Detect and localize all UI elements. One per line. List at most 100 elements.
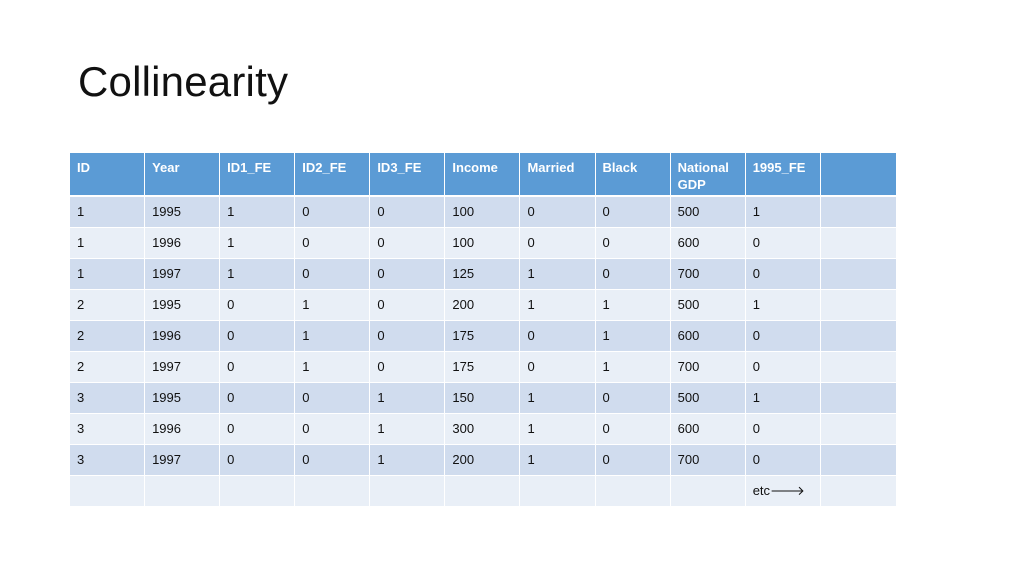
header-id1-fe: ID1_FE: [220, 153, 296, 197]
table-cell: 0: [745, 352, 821, 383]
header-1995-fe: 1995_FE: [745, 153, 821, 197]
table-cell: [820, 414, 896, 445]
table-cell: 0: [370, 259, 446, 290]
table-cell: 2: [70, 352, 146, 383]
table-cell: 0: [520, 228, 596, 259]
table-cell: 600: [670, 321, 746, 352]
table-cell: 1: [70, 197, 146, 228]
table-cell: 0: [370, 197, 446, 228]
header-id3-fe: ID3_FE: [370, 153, 446, 197]
table-row: 2 1996 0 1 0 175 0 1 600 0: [70, 321, 896, 352]
table-cell: [70, 476, 146, 507]
table-row: 2 1995 0 1 0 200 1 1 500 1: [70, 290, 896, 321]
table-cell: 150: [445, 383, 521, 414]
table-cell: 0: [745, 414, 821, 445]
header-national-gdp: National GDP: [670, 153, 746, 197]
header-blank: [820, 153, 896, 197]
table-cell: 700: [670, 259, 746, 290]
table-cell: 1: [295, 352, 371, 383]
table-cell: 0: [220, 290, 296, 321]
table-cell: 500: [670, 197, 746, 228]
table-cell: 1: [595, 352, 671, 383]
table-cell: 0: [745, 228, 821, 259]
table-cell: 1996: [145, 228, 221, 259]
table-cell: 1: [70, 259, 146, 290]
header-married: Married: [520, 153, 596, 197]
table-cell: 1997: [145, 445, 221, 476]
table-cell: 1: [370, 414, 446, 445]
table-cell: 0: [745, 321, 821, 352]
header-id: ID: [70, 153, 146, 197]
table-cell: 1995: [145, 197, 221, 228]
table-cell: [670, 476, 746, 507]
table-cell: 1: [220, 197, 296, 228]
table-cell: etc🡒: [745, 476, 821, 507]
table-cell: 1: [520, 414, 596, 445]
table-cell: [445, 476, 521, 507]
header-income: Income: [445, 153, 521, 197]
table-cell: 500: [670, 383, 746, 414]
table-cell: 3: [70, 383, 146, 414]
table-cell: 1: [745, 290, 821, 321]
table-cell: 0: [745, 445, 821, 476]
table-cell: 1995: [145, 383, 221, 414]
table-cell: 200: [445, 290, 521, 321]
table-cell: 1995: [145, 290, 221, 321]
table-row: 2 1997 0 1 0 175 0 1 700 0: [70, 352, 896, 383]
table-cell: 1: [295, 290, 371, 321]
table-cell: 0: [595, 414, 671, 445]
data-table: ID Year ID1_FE ID2_FE ID3_FE Income Marr…: [70, 153, 896, 507]
table-header: ID Year ID1_FE ID2_FE ID3_FE Income Marr…: [70, 153, 896, 197]
table-row: 3 1997 0 0 1 200 1 0 700 0: [70, 445, 896, 476]
table-cell: [820, 259, 896, 290]
table-cell: [820, 476, 896, 507]
table-cell: [145, 476, 221, 507]
table-row: 3 1996 0 0 1 300 1 0 600 0: [70, 414, 896, 445]
table-cell: 700: [670, 445, 746, 476]
table-cell: 1: [520, 259, 596, 290]
table-cell: 1: [520, 445, 596, 476]
table-cell: 0: [220, 352, 296, 383]
table-row: 1 1996 1 0 0 100 0 0 600 0: [70, 228, 896, 259]
table-cell: 0: [370, 352, 446, 383]
table-cell: 1: [745, 383, 821, 414]
table-cell: 1: [370, 445, 446, 476]
table-cell: 175: [445, 321, 521, 352]
table-cell: 0: [295, 228, 371, 259]
table-cell: 300: [445, 414, 521, 445]
table-body: 1 1995 1 0 0 100 0 0 500 1 1 1996 1 0 0 100 0 0 600 0 1 1997 1…: [70, 197, 896, 507]
table-cell: 0: [220, 383, 296, 414]
table-cell: 100: [445, 228, 521, 259]
table-cell: [220, 476, 296, 507]
table-cell: 0: [370, 321, 446, 352]
table-cell: [820, 445, 896, 476]
table-cell: 0: [220, 321, 296, 352]
table-cell: [820, 321, 896, 352]
table-cell: [820, 290, 896, 321]
table-cell: 0: [595, 383, 671, 414]
table-cell: [820, 197, 896, 228]
table-cell: 1: [70, 228, 146, 259]
table-cell: 0: [295, 414, 371, 445]
table-cell: 175: [445, 352, 521, 383]
table-cell: 0: [520, 352, 596, 383]
data-table-container: ID Year ID1_FE ID2_FE ID3_FE Income Marr…: [70, 153, 896, 507]
table-cell: 1996: [145, 414, 221, 445]
table-cell: [595, 476, 671, 507]
table-cell: 125: [445, 259, 521, 290]
table-cell: 700: [670, 352, 746, 383]
table-cell: 0: [595, 445, 671, 476]
table-cell: 0: [520, 321, 596, 352]
table-cell: [820, 352, 896, 383]
table-cell: 0: [370, 228, 446, 259]
table-cell: 0: [595, 197, 671, 228]
table-cell: [820, 383, 896, 414]
table-cell: 3: [70, 445, 146, 476]
table-cell: 1997: [145, 352, 221, 383]
table-cell: [520, 476, 596, 507]
table-cell: 0: [295, 383, 371, 414]
slide-title: Collinearity: [78, 58, 289, 105]
table-cell: 500: [670, 290, 746, 321]
table-row: 1 1997 1 0 0 125 1 0 700 0: [70, 259, 896, 290]
table-cell: 200: [445, 445, 521, 476]
